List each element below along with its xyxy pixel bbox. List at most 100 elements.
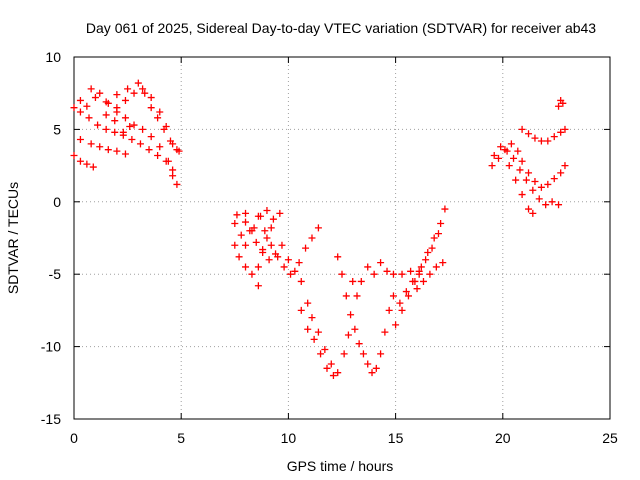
data-point — [407, 267, 415, 275]
data-point — [83, 102, 91, 110]
data-series — [284, 256, 352, 377]
data-point — [353, 292, 361, 300]
data-point — [381, 328, 389, 336]
data-point — [392, 321, 400, 329]
y-tick-label: -10 — [41, 339, 61, 355]
data-point — [250, 224, 258, 232]
data-point — [267, 224, 275, 232]
data-point — [104, 146, 112, 154]
data-point — [409, 277, 417, 285]
data-point — [507, 140, 515, 148]
data-series — [396, 230, 442, 307]
data-point — [389, 270, 397, 278]
data-series — [102, 85, 183, 155]
data-point — [340, 350, 348, 358]
data-point — [364, 360, 372, 368]
data-point — [113, 91, 121, 99]
data-series — [488, 140, 569, 191]
data-point — [510, 154, 518, 162]
data-point — [351, 325, 359, 333]
data-point — [89, 163, 97, 171]
data-point — [272, 250, 280, 258]
data-point — [154, 151, 162, 159]
data-point — [385, 306, 393, 314]
data-point — [505, 162, 513, 170]
data-point — [334, 253, 342, 261]
data-point — [359, 350, 367, 358]
data-series — [505, 162, 537, 217]
data-point — [124, 85, 132, 93]
data-point — [237, 231, 245, 239]
data-point — [514, 147, 522, 155]
data-point — [512, 176, 520, 184]
data-point — [169, 140, 177, 148]
data-point — [413, 285, 421, 293]
data-point — [156, 108, 164, 116]
data-point — [308, 234, 316, 242]
data-point — [121, 114, 129, 122]
data-point — [430, 234, 438, 242]
data-point — [548, 198, 556, 206]
data-point — [535, 195, 543, 203]
data-point — [432, 263, 440, 271]
data-point — [559, 99, 567, 107]
data-series — [233, 206, 275, 290]
data-series — [70, 151, 97, 171]
data-series — [334, 253, 397, 377]
data-point — [265, 256, 273, 264]
data-point — [561, 125, 569, 133]
data-point — [91, 94, 99, 102]
data-series — [297, 306, 337, 380]
data-series — [349, 259, 423, 300]
data-point — [139, 85, 147, 93]
data-point — [437, 220, 445, 228]
data-point — [422, 256, 430, 264]
data-point — [557, 128, 565, 136]
data-point — [147, 104, 155, 112]
data-point — [428, 244, 436, 252]
data-point — [555, 102, 563, 110]
data-point — [342, 292, 350, 300]
data-point — [139, 125, 147, 133]
data-point — [76, 157, 84, 165]
data-point — [529, 186, 537, 194]
data-point — [154, 114, 162, 122]
data-point — [525, 205, 533, 213]
data-point — [111, 128, 119, 136]
data-point — [550, 175, 558, 183]
data-series — [555, 96, 567, 110]
data-point — [85, 114, 93, 122]
data-point — [419, 277, 427, 285]
data-point — [347, 311, 355, 319]
data-point — [310, 335, 318, 343]
data-point — [242, 218, 250, 226]
data-point — [542, 201, 550, 209]
data-series — [76, 117, 134, 158]
data-series — [413, 259, 447, 293]
data-point — [83, 160, 91, 168]
data-point — [276, 209, 284, 217]
data-point — [544, 180, 552, 188]
data-point — [297, 277, 305, 285]
data-series — [231, 209, 284, 278]
data-point — [76, 136, 84, 144]
data-point — [136, 140, 144, 148]
data-point — [531, 134, 539, 142]
data-point — [398, 270, 406, 278]
data-point — [113, 147, 121, 155]
data-point — [113, 104, 121, 112]
data-series — [242, 209, 286, 264]
x-tick-label: 0 — [70, 430, 78, 446]
data-point — [231, 241, 239, 249]
data-point — [269, 215, 277, 223]
data-point — [278, 241, 286, 249]
x-tick-label: 5 — [177, 430, 185, 446]
data-point — [70, 104, 78, 112]
data-point — [295, 259, 303, 267]
x-tick-label: 25 — [602, 430, 618, 446]
data-point — [349, 277, 357, 285]
data-point — [291, 267, 299, 275]
data-point — [121, 150, 129, 158]
data-point — [147, 133, 155, 141]
